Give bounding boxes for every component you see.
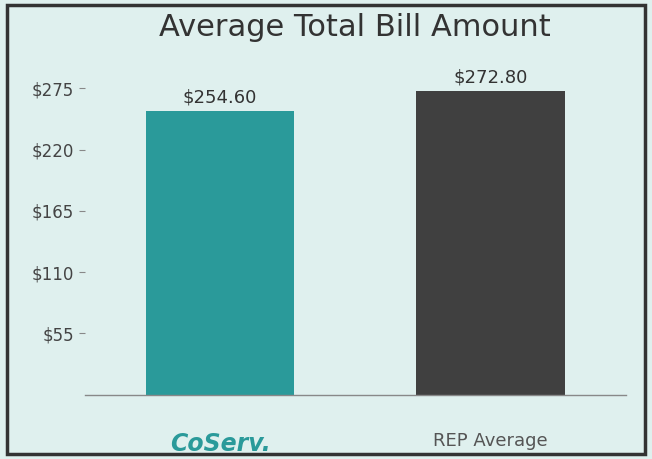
Title: Average Total Bill Amount: Average Total Bill Amount: [160, 13, 551, 42]
Bar: [145, 111, 295, 395]
Text: REP Average: REP Average: [434, 432, 548, 450]
Bar: [416, 91, 565, 395]
Text: CoServ.: CoServ.: [170, 432, 271, 456]
Text: $254.60: $254.60: [183, 89, 258, 107]
Text: $272.80: $272.80: [453, 68, 528, 86]
